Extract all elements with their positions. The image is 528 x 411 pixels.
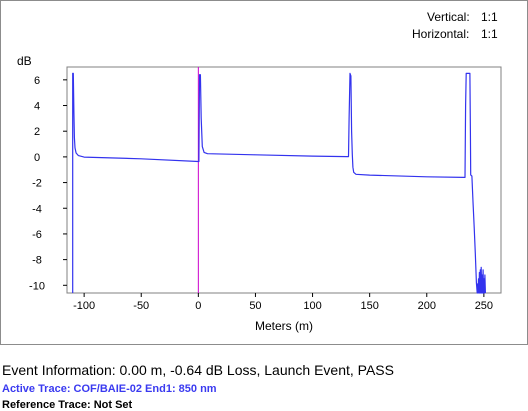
- horizontal-scale-label: Horizontal:: [412, 27, 470, 41]
- active-trace-label: Active Trace: COF/BAIE-02 End1: 850 nm: [2, 383, 217, 395]
- x-tick-label: 250: [475, 300, 493, 312]
- x-tick-label: 200: [418, 300, 436, 312]
- plot-area: [66, 66, 502, 294]
- x-tick-label: -100: [73, 300, 95, 312]
- y-tick-label: -4: [32, 203, 42, 215]
- otdr-trace-chart[interactable]: dB Meters (m) 6 4 2 0 -2 -4 -6 -8 -10 -100 -50 0 50 100…: [1, 1, 527, 344]
- trace-line: [72, 72, 486, 294]
- x-tick-label: 50: [249, 300, 261, 312]
- x-tick-label: -50: [133, 300, 149, 312]
- x-axis-label: Meters (m): [255, 319, 313, 333]
- event-info-text: 0.00 m, -0.64 dB Loss, Launch Event, PAS…: [119, 362, 394, 378]
- vertical-scale-value: 1:1: [481, 10, 498, 24]
- y-tick-label: 2: [34, 126, 40, 138]
- y-tick-label: 0: [34, 152, 40, 164]
- horizontal-scale-value: 1:1: [481, 27, 498, 41]
- event-info-label: Event Information:: [2, 362, 116, 378]
- x-tick-label: 100: [303, 300, 321, 312]
- x-tick-label: 150: [360, 300, 378, 312]
- event-information: Event Information: 0.00 m, -0.64 dB Loss…: [2, 362, 394, 378]
- y-tick-label: 6: [34, 75, 40, 87]
- y-tick-label: -2: [32, 178, 42, 190]
- reference-trace-label: Reference Trace: Not Set: [2, 399, 133, 411]
- vertical-scale-label: Vertical:: [427, 10, 470, 24]
- x-tick-label: 0: [195, 300, 201, 312]
- y-axis-label: dB: [17, 54, 32, 68]
- y-tick-label: 4: [34, 101, 40, 113]
- y-tick-label: -6: [32, 229, 42, 241]
- otdr-plot-panel[interactable]: Vertical: 1:1 Horizontal: 1:1 dB Meters (…: [0, 0, 528, 345]
- y-tick-label: -8: [32, 255, 42, 267]
- y-tick-label: -10: [29, 280, 45, 292]
